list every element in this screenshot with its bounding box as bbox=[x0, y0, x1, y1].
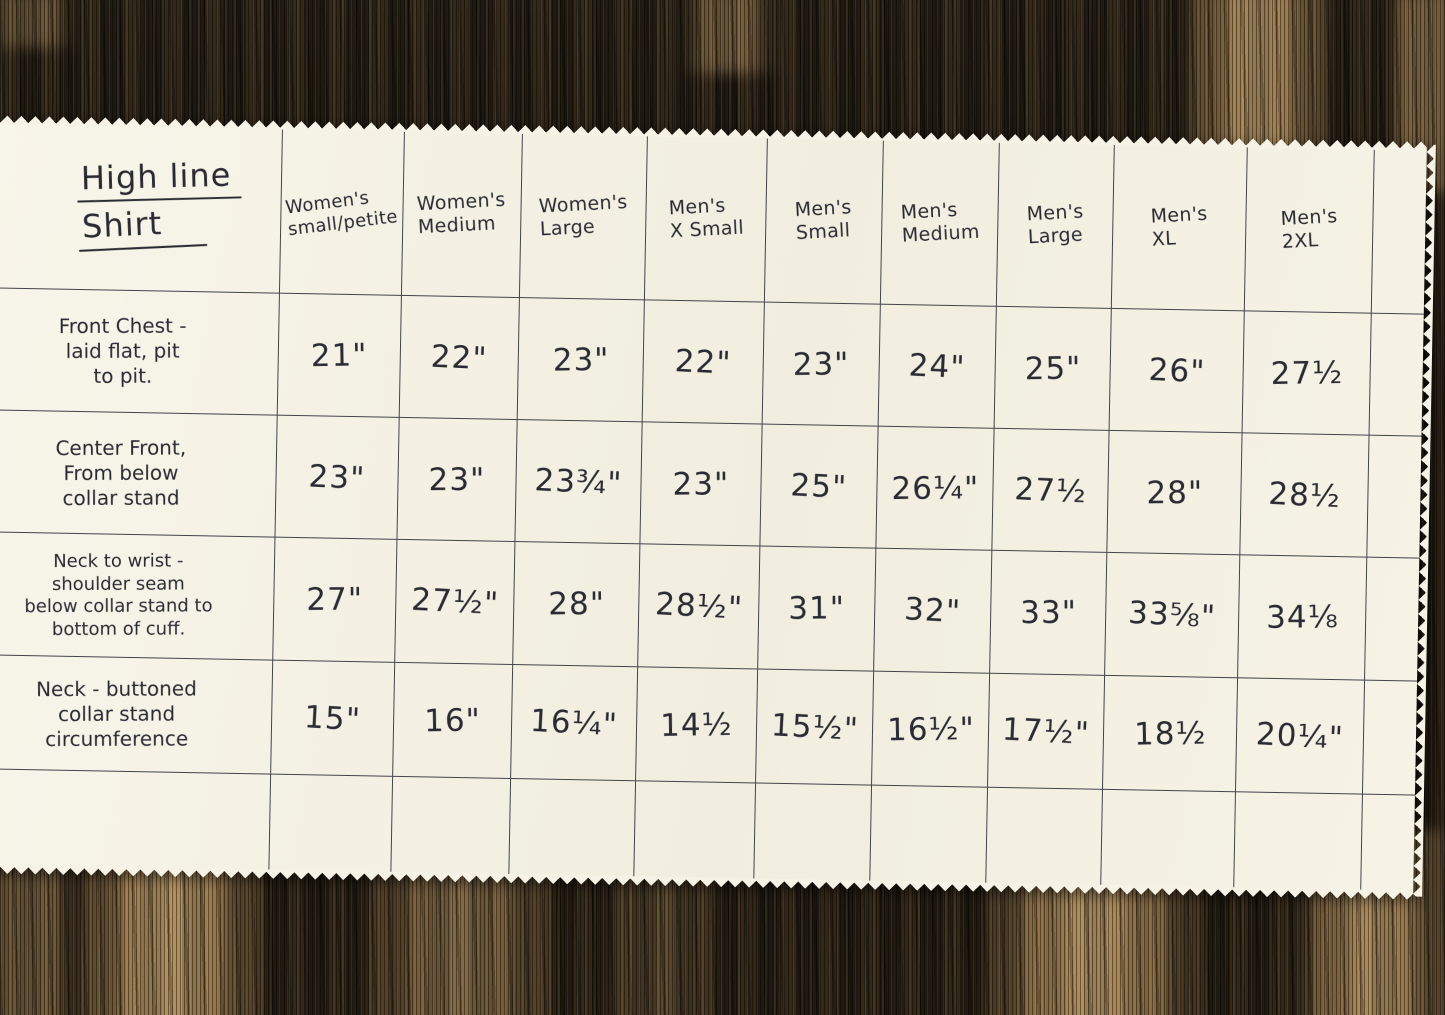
row-label-neck-circumference: Neck - buttoned collar stand circumference bbox=[0, 654, 274, 774]
value-cell: 23" bbox=[275, 415, 400, 539]
empty-cell bbox=[269, 774, 394, 872]
col-header-mens-xsmall: Men's X Small bbox=[644, 136, 768, 302]
col-header-womens-small-petite: Women's small/petite bbox=[279, 129, 405, 295]
value-cell: 32" bbox=[874, 548, 993, 673]
value-cell: 28½" bbox=[638, 544, 761, 669]
value-cell: 28" bbox=[513, 542, 641, 667]
col-header-mens-medium: Men's Medium bbox=[880, 140, 1000, 306]
value-cell: 20¼" bbox=[1235, 678, 1366, 794]
value-cell: 27½ bbox=[1242, 311, 1372, 435]
value-cell: 17½" bbox=[988, 673, 1106, 789]
empty-edge-cell bbox=[1367, 436, 1421, 558]
value-cell: 23" bbox=[397, 417, 518, 542]
value-cell: 26¼" bbox=[876, 426, 995, 550]
value-cell: 21" bbox=[277, 293, 402, 417]
chart-title: High line Shirt bbox=[76, 155, 243, 252]
row-label-center-front: Center Front, From below collar stand bbox=[0, 409, 278, 537]
value-cell: 22" bbox=[399, 295, 520, 420]
value-cell: 15½" bbox=[756, 669, 875, 785]
empty-edge-cell bbox=[1372, 150, 1427, 314]
value-cell: 23¾" bbox=[515, 420, 643, 544]
value-cell: 33" bbox=[990, 550, 1108, 675]
value-cell: 23" bbox=[640, 422, 763, 546]
empty-cell bbox=[0, 768, 272, 870]
size-chart-paper: High line Shirt Women's small/petite Wome… bbox=[0, 115, 1436, 900]
col-header-womens-large: Women's Large bbox=[519, 134, 648, 300]
value-cell: 34⅛ bbox=[1238, 555, 1368, 680]
col-header-mens-large: Men's Large bbox=[996, 142, 1115, 308]
col-header-mens-xl: Men's XL bbox=[1111, 144, 1248, 311]
value-cell: 27½" bbox=[395, 539, 516, 665]
empty-cell bbox=[1101, 789, 1236, 888]
value-cell: 23" bbox=[762, 302, 881, 426]
wood-grain-streak bbox=[355, 858, 565, 1015]
value-cell: 24" bbox=[878, 304, 997, 428]
empty-cell bbox=[870, 785, 989, 883]
col-header-womens-medium: Women's Medium bbox=[401, 131, 523, 298]
value-cell: 27" bbox=[273, 537, 398, 662]
empty-edge-cell bbox=[1370, 314, 1424, 436]
value-cell: 31" bbox=[758, 546, 877, 671]
col-header-mens-2xl: Men's 2XL bbox=[1244, 147, 1375, 313]
empty-edge-cell bbox=[1363, 681, 1417, 795]
empty-cell bbox=[509, 778, 637, 877]
empty-edge-cell bbox=[1365, 558, 1419, 681]
wood-grain-streak bbox=[595, 868, 725, 1015]
value-cell: 14½ bbox=[636, 667, 759, 783]
value-cell: 33⅝" bbox=[1105, 552, 1241, 678]
value-cell: 16¼" bbox=[511, 665, 639, 781]
empty-cell bbox=[754, 783, 873, 881]
value-cell: 27½ bbox=[992, 428, 1110, 552]
col-header-mens-small: Men's Small bbox=[764, 138, 884, 304]
wood-grain-streak bbox=[0, 855, 82, 1015]
row-label-neck-to-wrist: Neck to wrist - shoulder seam below collar… bbox=[0, 531, 276, 660]
value-cell: 25" bbox=[994, 306, 1112, 430]
wood-grain-streak bbox=[0, 0, 78, 47]
value-cell: 16½" bbox=[872, 671, 991, 787]
empty-cell bbox=[986, 787, 1103, 885]
wood-grain-streak bbox=[680, 0, 780, 73]
empty-cell bbox=[1234, 792, 1363, 890]
value-cell: 28½ bbox=[1240, 433, 1370, 557]
empty-cell bbox=[391, 776, 512, 874]
empty-cell bbox=[634, 781, 757, 879]
size-chart-table: High line Shirt Women's small/petite Wome… bbox=[0, 124, 1427, 891]
row-label-front-chest: Front Chest - laid flat, pit to pit. bbox=[0, 287, 280, 415]
value-cell: 26" bbox=[1109, 308, 1245, 433]
value-cell: 28" bbox=[1107, 430, 1243, 555]
empty-cell bbox=[1361, 795, 1415, 891]
value-cell: 22" bbox=[642, 300, 765, 424]
value-cell: 25" bbox=[760, 424, 879, 548]
value-cell: 18½ bbox=[1103, 675, 1239, 792]
value-cell: 16" bbox=[393, 662, 514, 778]
value-cell: 15" bbox=[271, 660, 396, 776]
paper-wrapper: High line Shirt Women's small/petite Wome… bbox=[0, 115, 1436, 900]
header-row: High line Shirt Women's small/petite Wome… bbox=[0, 124, 1427, 315]
value-cell: 23" bbox=[517, 298, 645, 422]
title-cell: High line Shirt bbox=[0, 124, 283, 293]
